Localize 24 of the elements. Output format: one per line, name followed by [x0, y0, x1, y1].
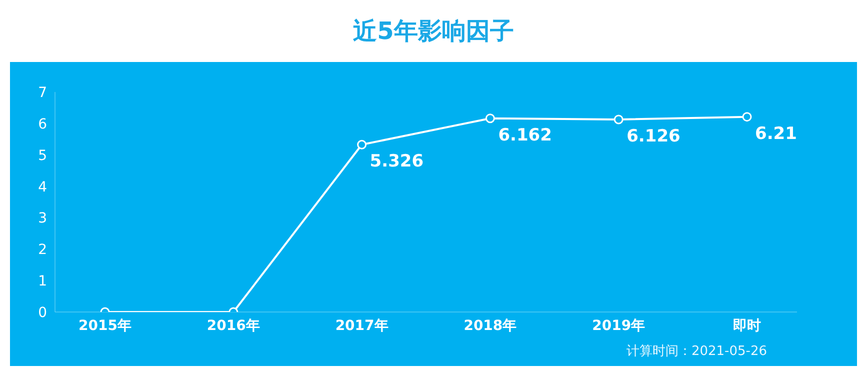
point [357, 140, 367, 150]
x-tick-label: 即时 [733, 318, 761, 334]
y-tick-label: 6 [38, 116, 48, 132]
x-tick-label: 2018年 [464, 318, 517, 334]
point [742, 112, 752, 122]
data-label: 6.126 [626, 126, 680, 146]
y-tick-label: 0 [38, 304, 47, 321]
y-tick-label: 5 [38, 148, 47, 164]
text: 计算时间：2021-05-26 [626, 343, 767, 360]
x-tick-label: 2019年 [592, 318, 646, 334]
point [485, 114, 495, 124]
chart-title: 近5年影响因子 [352, 16, 515, 47]
y-tick-label: 2 [38, 242, 47, 258]
data-label: 6.21 [755, 124, 797, 144]
x-tick-label: 2016年 [206, 318, 260, 334]
point [614, 114, 624, 124]
x-tick-label: 2015年 [78, 318, 132, 334]
y-tick-label: 1 [38, 274, 47, 290]
x-tick-label: 2017年 [335, 318, 388, 334]
y-tick-label: 4 [38, 179, 48, 196]
data-label: 6.162 [498, 125, 552, 146]
y-tick-label: 7 [38, 84, 47, 101]
data-label: 5.326 [370, 152, 424, 172]
y-tick-label: 3 [38, 210, 47, 227]
